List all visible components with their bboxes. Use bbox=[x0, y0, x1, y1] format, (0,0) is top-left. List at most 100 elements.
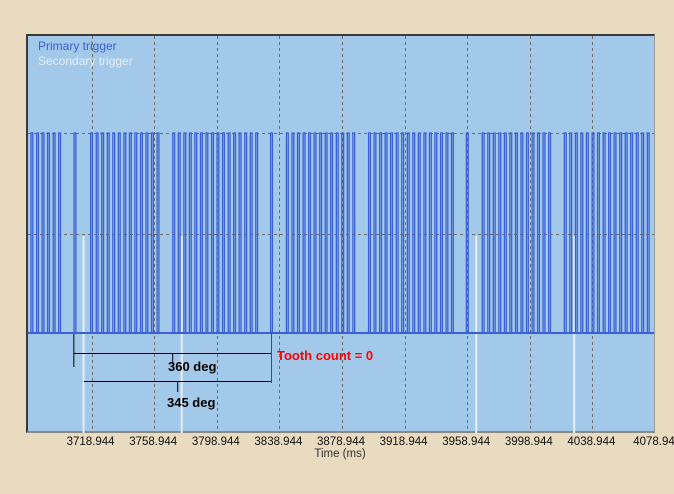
primary-trigger-pulse bbox=[35, 132, 40, 333]
primary-trigger-pulse bbox=[30, 132, 34, 333]
primary-trigger-pulse bbox=[607, 132, 612, 333]
primary-trigger-pulse bbox=[330, 132, 334, 333]
primary-trigger-pulse bbox=[41, 132, 45, 333]
primary-trigger-pulse bbox=[255, 132, 259, 333]
primary-trigger-pulse bbox=[630, 132, 634, 333]
primary-trigger-pulse bbox=[465, 132, 469, 333]
label-345-deg: 345 deg bbox=[167, 395, 216, 410]
primary-trigger-pulse bbox=[423, 132, 427, 333]
primary-trigger-pulse bbox=[123, 132, 127, 333]
x-tick-label: 3918.944 bbox=[379, 436, 428, 448]
primary-trigger-pulse bbox=[525, 132, 529, 333]
primary-trigger-pulse bbox=[307, 132, 312, 333]
primary-trigger-pulse bbox=[324, 132, 328, 333]
primary-trigger-pulse bbox=[227, 132, 231, 333]
primary-trigger-pulse bbox=[117, 132, 121, 333]
primary-trigger-pulse bbox=[183, 132, 187, 333]
primary-trigger-pulse bbox=[492, 132, 496, 333]
primary-trigger-pulse bbox=[210, 132, 215, 333]
primary-trigger-pulse bbox=[514, 132, 518, 333]
label-360-deg: 360 deg bbox=[168, 359, 217, 374]
x-tick-label: 3838.944 bbox=[254, 436, 303, 448]
primary-trigger-pulse bbox=[172, 132, 176, 333]
x-tick-label: 4038.944 bbox=[567, 436, 616, 448]
primary-trigger-pulse bbox=[439, 132, 444, 333]
x-tick-label: 3718.944 bbox=[66, 436, 115, 448]
primary-trigger-pulse bbox=[619, 132, 623, 333]
primary-trigger-pulse bbox=[487, 132, 491, 333]
primary-trigger-pulse bbox=[450, 132, 454, 333]
primary-trigger-pulse bbox=[531, 132, 535, 333]
primary-trigger-pulse bbox=[58, 132, 62, 333]
primary-trigger-pulse bbox=[335, 132, 339, 333]
x-tick-label: 3758.944 bbox=[129, 436, 178, 448]
primary-trigger-pulse bbox=[434, 132, 438, 333]
primary-trigger-pulse bbox=[585, 132, 589, 333]
primary-trigger-pulse bbox=[216, 132, 220, 333]
x-tick-label: 4078.94 bbox=[633, 436, 674, 448]
primary-trigger-pulse bbox=[177, 132, 181, 333]
primary-trigger-pulse bbox=[352, 132, 356, 333]
primary-trigger-pulse bbox=[536, 132, 541, 333]
primary-trigger-pulse bbox=[591, 132, 595, 333]
x-tick-label: 3958.944 bbox=[442, 436, 491, 448]
primary-trigger-pulse bbox=[106, 132, 110, 333]
x-tick-label: 3798.944 bbox=[191, 436, 240, 448]
primary-trigger-pulse bbox=[613, 132, 617, 333]
x-axis-label: Time (ms) bbox=[314, 448, 366, 460]
primary-trigger-pulse bbox=[384, 132, 388, 333]
primary-trigger-pulse bbox=[445, 132, 449, 333]
primary-trigger-pulse bbox=[596, 132, 600, 333]
primary-trigger-pulse bbox=[194, 132, 198, 333]
primary-trigger-pulse bbox=[101, 132, 105, 333]
primary-trigger-pulse bbox=[509, 132, 513, 333]
primary-trigger-pulse bbox=[188, 132, 192, 333]
primary-trigger-pulse bbox=[313, 132, 317, 333]
primary-trigger-pulse bbox=[367, 132, 372, 333]
tooth-count-label: Tooth count = 0 bbox=[277, 348, 374, 363]
primary-trigger-pulse bbox=[624, 132, 628, 333]
primary-trigger-pulse bbox=[145, 132, 149, 333]
primary-trigger-pulse bbox=[221, 132, 226, 333]
trigger-chart bbox=[28, 36, 654, 433]
primary-trigger-pulse bbox=[542, 132, 546, 333]
primary-trigger-pulse bbox=[379, 132, 383, 333]
primary-trigger-pulse bbox=[238, 132, 242, 333]
primary-trigger-pulse bbox=[296, 132, 300, 333]
plot-area: Primary trigger Secondary trigger bbox=[26, 34, 655, 433]
primary-trigger-pulse bbox=[520, 132, 524, 333]
primary-trigger-pulse bbox=[269, 132, 274, 333]
primary-trigger-pulse bbox=[128, 132, 132, 333]
primary-trigger-pulse bbox=[646, 132, 650, 333]
primary-trigger-pulse bbox=[574, 132, 578, 333]
primary-trigger-pulse bbox=[302, 132, 306, 333]
primary-trigger-pulse bbox=[503, 132, 507, 333]
primary-trigger-pulse bbox=[341, 132, 345, 333]
primary-trigger-pulse bbox=[563, 132, 567, 333]
x-tick-label: 3878.944 bbox=[317, 436, 365, 448]
primary-trigger-pulse bbox=[156, 132, 160, 333]
primary-trigger-pulse bbox=[134, 132, 138, 333]
primary-trigger-pulse bbox=[428, 132, 432, 333]
primary-trigger-pulse bbox=[481, 132, 485, 333]
primary-trigger-pulse bbox=[291, 132, 295, 333]
primary-trigger-pulse bbox=[417, 132, 421, 333]
primary-trigger-pulse bbox=[373, 132, 377, 333]
primary-trigger-pulse bbox=[635, 132, 639, 333]
primary-trigger-pulse bbox=[548, 132, 552, 333]
primary-trigger-pulse bbox=[319, 132, 323, 333]
primary-trigger-pulse bbox=[52, 132, 56, 333]
x-tick-label: 3998.944 bbox=[504, 436, 553, 448]
primary-trigger-pulse bbox=[233, 132, 237, 333]
primary-trigger-pulse bbox=[395, 132, 399, 333]
primary-trigger-pulse bbox=[641, 132, 645, 333]
primary-trigger-pulse bbox=[89, 132, 94, 333]
primary-trigger-pulse bbox=[412, 132, 416, 333]
primary-trigger-pulse bbox=[406, 132, 410, 333]
primary-trigger-pulse bbox=[205, 132, 209, 333]
legend-primary-trigger[interactable]: Primary trigger bbox=[38, 39, 117, 53]
legend-secondary-trigger[interactable]: Secondary trigger bbox=[38, 54, 133, 68]
primary-trigger-pulse bbox=[73, 132, 77, 333]
primary-trigger-pulse bbox=[569, 132, 573, 333]
primary-trigger-pulse bbox=[285, 132, 289, 333]
